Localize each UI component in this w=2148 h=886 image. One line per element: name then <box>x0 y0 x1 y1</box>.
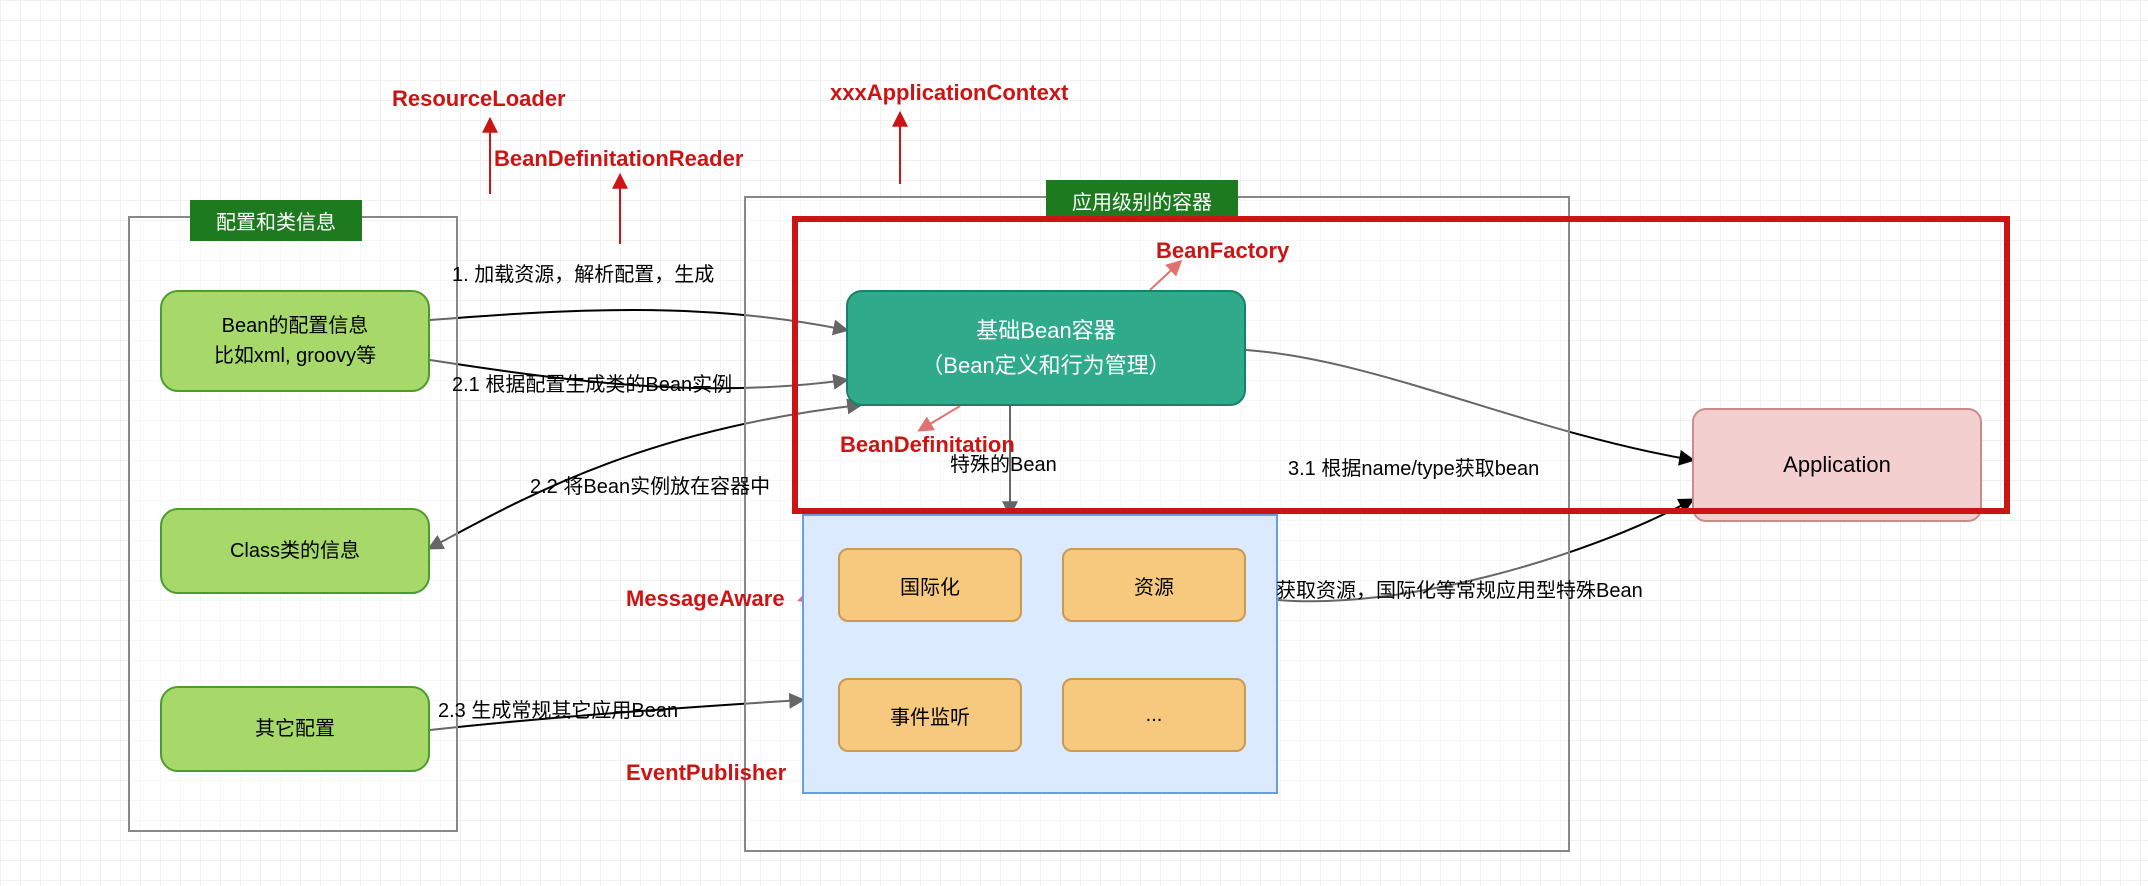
edge-label-getres: 获取资源，国际化等常规应用型特殊Bean <box>1276 574 1643 603</box>
node-bean-config-line1: Bean的配置信息 <box>214 311 376 341</box>
node-resource: 资源 <box>1062 548 1246 622</box>
node-event: 事件监听 <box>838 678 1022 752</box>
label-appcontext: xxxApplicationContext <box>830 80 1068 106</box>
label-beandefreader: BeanDefinitationReader <box>494 146 743 172</box>
label-messageaware: MessageAware <box>626 586 785 612</box>
node-bean-config: Bean的配置信息 比如xml, groovy等 <box>160 290 430 392</box>
edge-label-step1: 1. 加载资源，解析配置，生成 <box>452 258 714 287</box>
node-other-config: 其它配置 <box>160 686 430 772</box>
diagram-canvas: 配置和类信息 应用级别的容器 Bean的配置信息 比如xml, groovy等 … <box>0 0 2148 886</box>
node-bean-config-line2: 比如xml, groovy等 <box>214 341 376 371</box>
label-eventpublisher: EventPublisher <box>626 760 786 786</box>
label-resourceloader: ResourceLoader <box>392 86 566 112</box>
node-i18n: 国际化 <box>838 548 1022 622</box>
node-dots: ... <box>1062 678 1246 752</box>
panel-appcontainer-title: 应用级别的容器 <box>1046 180 1238 221</box>
node-class-info: Class类的信息 <box>160 508 430 594</box>
edge-label-step31: 3.1 根据name/type获取bean <box>1288 452 1539 481</box>
label-beanfactory: BeanFactory <box>1156 238 1289 264</box>
panel-config-title: 配置和类信息 <box>190 200 362 241</box>
edge-label-step21: 2.1 根据配置生成类的Bean实例 <box>452 368 732 397</box>
edge-label-step22: 2.2 将Bean实例放在容器中 <box>530 470 770 499</box>
edge-label-step23: 2.3 生成常规其它应用Bean <box>438 694 678 723</box>
edge-label-special: 特殊的Bean <box>950 448 1057 477</box>
